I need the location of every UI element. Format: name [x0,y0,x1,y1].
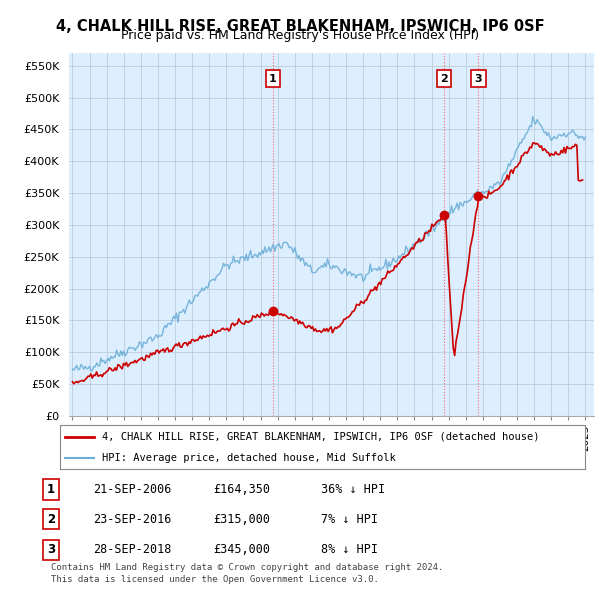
Text: Contains HM Land Registry data © Crown copyright and database right 2024.: Contains HM Land Registry data © Crown c… [51,563,443,572]
Text: 1: 1 [47,483,55,496]
Text: Price paid vs. HM Land Registry's House Price Index (HPI): Price paid vs. HM Land Registry's House … [121,30,479,42]
Text: 7% ↓ HPI: 7% ↓ HPI [321,513,378,526]
Text: 1: 1 [269,74,277,84]
Text: 2: 2 [47,513,55,526]
Text: 3: 3 [47,543,55,556]
Text: 21-SEP-2006: 21-SEP-2006 [93,483,172,496]
Text: 3: 3 [475,74,482,84]
Text: 23-SEP-2016: 23-SEP-2016 [93,513,172,526]
Text: 4, CHALK HILL RISE, GREAT BLAKENHAM, IPSWICH, IP6 0SF: 4, CHALK HILL RISE, GREAT BLAKENHAM, IPS… [56,19,544,34]
Text: 28-SEP-2018: 28-SEP-2018 [93,543,172,556]
Text: £315,000: £315,000 [213,513,270,526]
Text: This data is licensed under the Open Government Licence v3.0.: This data is licensed under the Open Gov… [51,575,379,584]
Text: 4, CHALK HILL RISE, GREAT BLAKENHAM, IPSWICH, IP6 0SF (detached house): 4, CHALK HILL RISE, GREAT BLAKENHAM, IPS… [102,432,539,442]
Text: HPI: Average price, detached house, Mid Suffolk: HPI: Average price, detached house, Mid … [102,453,396,463]
Text: 8% ↓ HPI: 8% ↓ HPI [321,543,378,556]
Text: 2: 2 [440,74,448,84]
Text: £164,350: £164,350 [213,483,270,496]
Text: 36% ↓ HPI: 36% ↓ HPI [321,483,385,496]
Text: £345,000: £345,000 [213,543,270,556]
